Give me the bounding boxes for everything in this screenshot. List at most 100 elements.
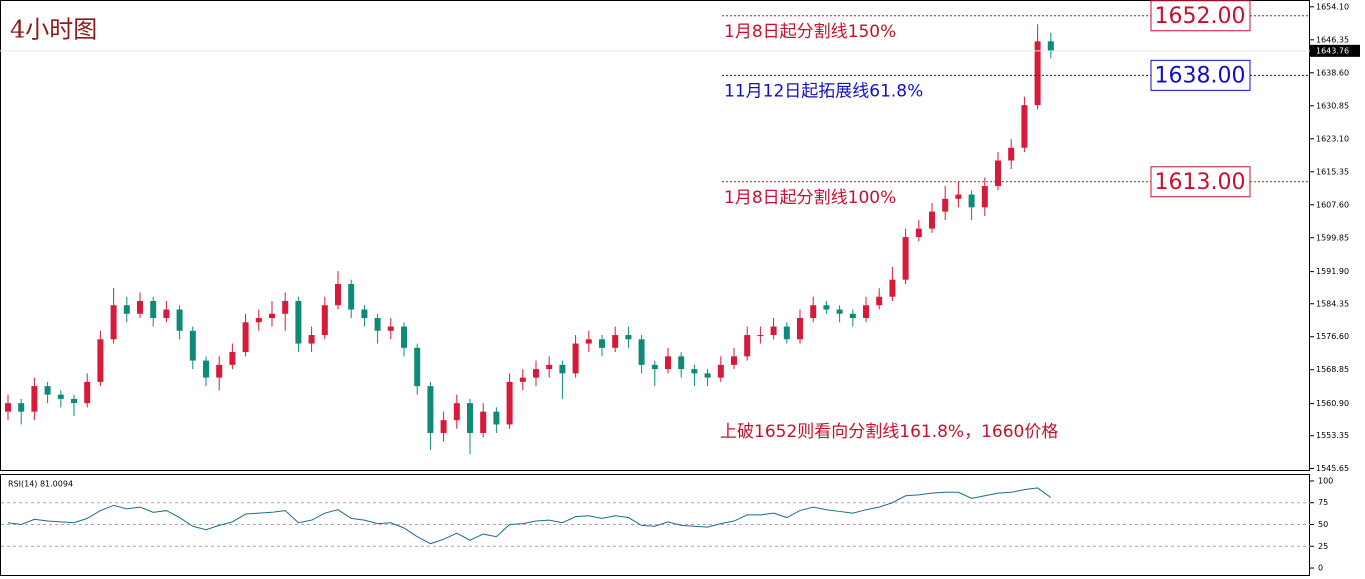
y-tick-label: 0 — [1318, 564, 1323, 573]
candle-body — [889, 279, 896, 297]
candle-body — [110, 305, 117, 340]
candle-body — [902, 237, 909, 280]
candle-body — [269, 313, 275, 319]
candle-body — [203, 360, 209, 378]
y-tick-label: 1615.35 — [1316, 167, 1349, 176]
y-tick-label: 1646.35 — [1316, 35, 1349, 44]
candle-body — [31, 386, 38, 412]
level-box — [1150, 0, 1251, 32]
candle-body — [427, 386, 434, 433]
candle-body — [321, 305, 328, 336]
candle-body — [18, 403, 25, 412]
y-tick-label: 1568.85 — [1316, 365, 1349, 374]
last-price-box — [1310, 44, 1360, 57]
candle-body — [282, 300, 289, 314]
candle-body — [863, 305, 869, 319]
candle-body — [783, 326, 790, 340]
candle-body — [71, 398, 77, 404]
candle-body — [348, 283, 355, 310]
candle-body — [955, 194, 962, 199]
candle-body — [216, 364, 223, 378]
candle-body — [651, 364, 658, 370]
y-tick-label: 1591.90 — [1316, 267, 1349, 276]
y-tick-label: 1599.85 — [1316, 233, 1349, 242]
candle-body — [1008, 147, 1015, 161]
candle-body — [255, 318, 262, 323]
candle-body — [506, 381, 513, 425]
candle-body — [915, 228, 922, 238]
candle-body — [295, 300, 302, 344]
y-tick-label: 75 — [1318, 498, 1328, 507]
candle-body — [123, 305, 130, 314]
candle-body — [757, 335, 764, 337]
candle-body — [572, 343, 579, 374]
candle-body — [44, 386, 51, 395]
candle-body — [678, 356, 685, 370]
candle-body — [823, 305, 830, 310]
y-tick-label: 1576.60 — [1316, 332, 1349, 341]
candle-body — [585, 339, 592, 344]
candle-body — [770, 326, 777, 336]
candle-body — [57, 394, 64, 399]
candle-body — [744, 335, 751, 357]
candle-body — [308, 335, 315, 344]
chart-title: 4小时图 — [10, 16, 97, 44]
candle-body — [559, 364, 566, 374]
last-price-label: 1643.76 — [1316, 46, 1349, 55]
annotation: 上破1652则看向分割线161.8%，1660价格 — [720, 422, 1058, 442]
candle-body — [387, 326, 394, 331]
rsi-line — [7, 487, 1052, 545]
candle-body — [361, 309, 368, 319]
candle-body — [519, 377, 526, 382]
candle-body — [335, 283, 341, 306]
y-tick-label: 1553.35 — [1316, 431, 1349, 440]
main-panel — [0, 0, 1310, 471]
candle-body — [493, 411, 500, 425]
candle-body — [150, 300, 157, 319]
y-tick-label: 1607.60 — [1316, 200, 1349, 209]
candle-body — [533, 369, 539, 378]
level-box — [1150, 59, 1251, 91]
candle-body — [242, 322, 249, 353]
candle-body — [546, 364, 553, 370]
candle-body — [665, 356, 671, 370]
candle-body — [731, 356, 737, 365]
candle-body — [625, 335, 632, 340]
y-tick-label: 1654.10 — [1316, 2, 1349, 11]
y-tick-label: 1623.10 — [1316, 134, 1349, 143]
candle-body — [836, 309, 843, 314]
candle-body — [599, 339, 605, 348]
y-tick-label: 1630.85 — [1316, 101, 1349, 110]
candle-body — [1047, 41, 1054, 51]
candle-body — [229, 352, 236, 365]
candle-body — [189, 330, 196, 361]
candle-body — [401, 326, 407, 348]
y-tick-label: 25 — [1318, 542, 1328, 551]
candle-body — [440, 420, 447, 433]
candle-body — [480, 411, 487, 433]
candle-body — [176, 309, 183, 331]
candle-body — [717, 364, 724, 378]
candle-body — [704, 373, 711, 378]
y-tick-label: 50 — [1318, 520, 1328, 529]
candle-body — [849, 313, 856, 319]
y-tick-label: 1545.65 — [1316, 464, 1349, 473]
y-tick-label: 100 — [1318, 476, 1333, 485]
candle-body — [414, 347, 421, 387]
candle-body — [810, 305, 817, 319]
level-text: 1月8日起分割线150% — [724, 22, 896, 42]
candle-body — [929, 211, 935, 229]
level-box — [1150, 166, 1251, 198]
candle-body — [691, 369, 698, 374]
candle-body — [638, 339, 645, 365]
candle-body — [137, 300, 143, 314]
level-label: 1638.00 — [1155, 63, 1246, 88]
candle-body — [876, 296, 883, 306]
candle-body — [163, 309, 170, 319]
candle-body — [374, 318, 381, 331]
candle-body — [995, 160, 1001, 187]
level-label: 1652.00 — [1155, 4, 1246, 29]
candle-body — [5, 403, 11, 412]
candle-body — [797, 318, 803, 340]
